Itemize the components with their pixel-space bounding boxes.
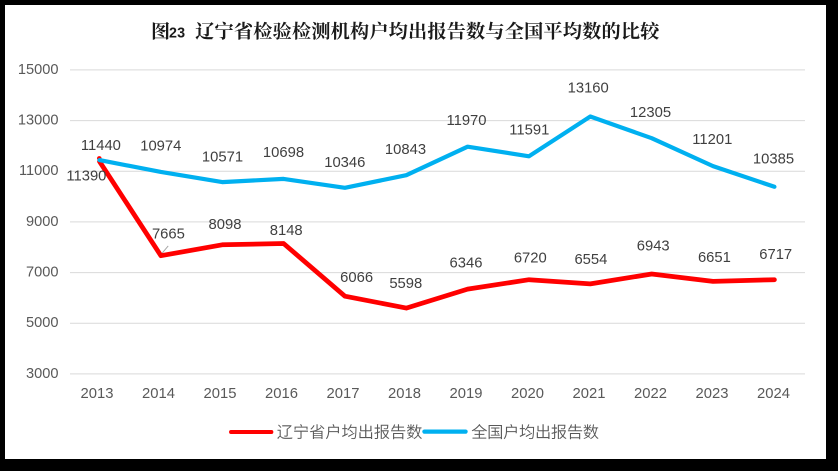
svg-text:11000: 11000 [19,163,59,179]
svg-text:10385: 10385 [753,152,794,168]
svg-text:10974: 10974 [140,139,181,155]
svg-text:2022: 2022 [634,386,667,402]
svg-text:9000: 9000 [26,214,58,230]
svg-text:2013: 2013 [81,386,114,402]
svg-text:5598: 5598 [389,276,422,292]
svg-text:6943: 6943 [637,239,670,255]
svg-text:15000: 15000 [18,62,59,78]
svg-text:10346: 10346 [324,155,365,171]
svg-text:11440: 11440 [81,138,121,154]
svg-text:6651: 6651 [698,250,731,266]
svg-text:11201: 11201 [692,132,732,148]
svg-text:8098: 8098 [209,217,242,233]
svg-text:2019: 2019 [450,386,483,402]
svg-text:5000: 5000 [26,315,58,331]
svg-text:12305: 12305 [630,105,671,121]
svg-text:2017: 2017 [327,386,360,402]
svg-text:10843: 10843 [385,142,426,158]
svg-text:2015: 2015 [204,386,237,402]
svg-text:6346: 6346 [450,256,483,272]
svg-text:2016: 2016 [265,386,298,402]
svg-text:2021: 2021 [573,386,606,402]
svg-text:11591: 11591 [509,122,549,138]
svg-text:2023: 2023 [696,386,729,402]
svg-text:6066: 6066 [340,270,373,286]
svg-text:6717: 6717 [759,247,792,263]
svg-text:13000: 13000 [18,113,59,129]
svg-text:6554: 6554 [574,252,607,268]
svg-text:10571: 10571 [202,150,243,166]
svg-text:3000: 3000 [26,366,58,382]
svg-text:10698: 10698 [263,145,304,161]
svg-text:6720: 6720 [514,251,547,267]
svg-text:7665: 7665 [152,226,185,242]
svg-text:8148: 8148 [270,223,303,239]
svg-text:2018: 2018 [388,386,421,402]
svg-text:2020: 2020 [511,386,544,402]
svg-text:23: 23 [169,25,185,41]
svg-text:13160: 13160 [568,80,609,96]
svg-text:2024: 2024 [757,386,790,402]
svg-text:11390: 11390 [66,168,106,184]
svg-text:11970: 11970 [446,113,486,129]
svg-text:2014: 2014 [142,386,175,402]
svg-text:7000: 7000 [26,265,58,281]
